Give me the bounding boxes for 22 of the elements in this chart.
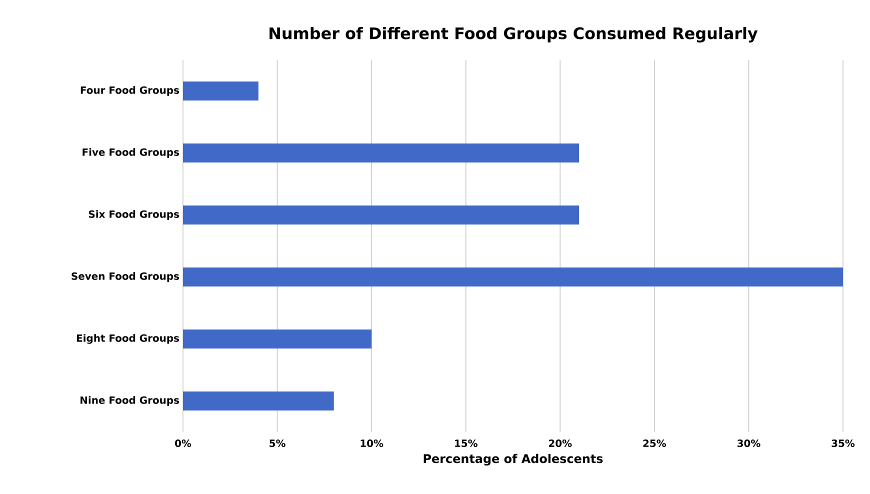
- bar: [183, 268, 844, 287]
- x-tick-label: 0%: [175, 440, 192, 448]
- y-tick-label: Seven Food Groups: [72, 272, 180, 282]
- x-tick-label: 15%: [455, 440, 478, 448]
- x-tick-label: 30%: [737, 440, 760, 448]
- x-tick-label: 35%: [832, 440, 855, 448]
- bar: [183, 82, 258, 101]
- x-tick-label: 5%: [270, 440, 286, 448]
- bar: [183, 206, 580, 225]
- y-tick-label: Eight Food Groups: [76, 334, 180, 344]
- x-tick-label: 20%: [549, 440, 572, 448]
- y-tick-label: Nine Food Groups: [80, 396, 180, 406]
- y-tick-label: Five Food Groups: [82, 148, 180, 158]
- bar: [183, 144, 580, 163]
- chart-title: Number of Different Food Groups Consumed Regularly: [270, 26, 758, 43]
- x-tick-label: 10%: [360, 440, 384, 448]
- y-tick-label: Four Food Groups: [80, 86, 180, 96]
- x-axis-title: Percentage of Adolescents: [424, 454, 603, 466]
- bar: [183, 392, 334, 411]
- bar: [183, 330, 372, 349]
- x-tick-label: 25%: [643, 440, 666, 448]
- y-tick-label: Six Food Groups: [88, 210, 180, 220]
